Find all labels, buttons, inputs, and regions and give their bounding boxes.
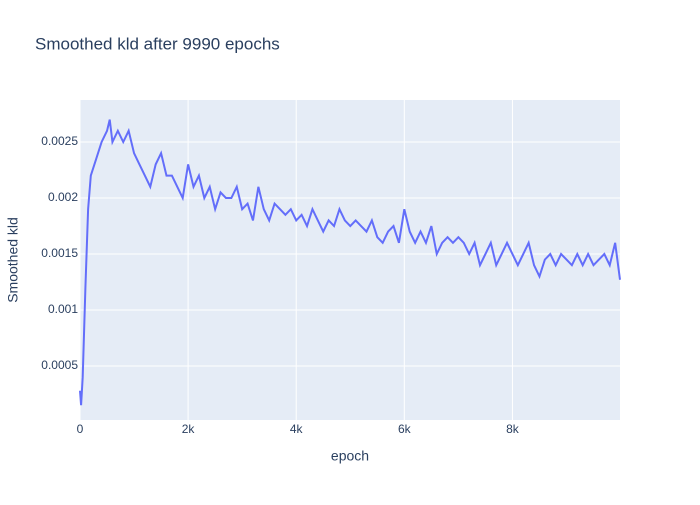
y-tick-label: 0.001 [48, 302, 78, 316]
chart-title: Smoothed kld after 9990 epochs [35, 34, 280, 53]
x-axis-label: epoch [331, 448, 369, 464]
y-tick-label: 0.0015 [41, 246, 78, 260]
data-line [79, 119, 621, 406]
x-tick-label: 6k [398, 422, 412, 436]
plot-area [80, 100, 620, 420]
x-tick-label: 0 [77, 422, 84, 436]
y-tick-label: 0.002 [48, 190, 78, 204]
y-tick-label: 0.0005 [41, 358, 78, 372]
y-axis-label: Smoothed kld [5, 217, 21, 303]
y-tick-label: 0.0025 [41, 134, 78, 148]
x-tick-label: 4k [290, 422, 304, 436]
x-tick-label: 2k [182, 422, 196, 436]
x-tick-label: 8k [506, 422, 520, 436]
